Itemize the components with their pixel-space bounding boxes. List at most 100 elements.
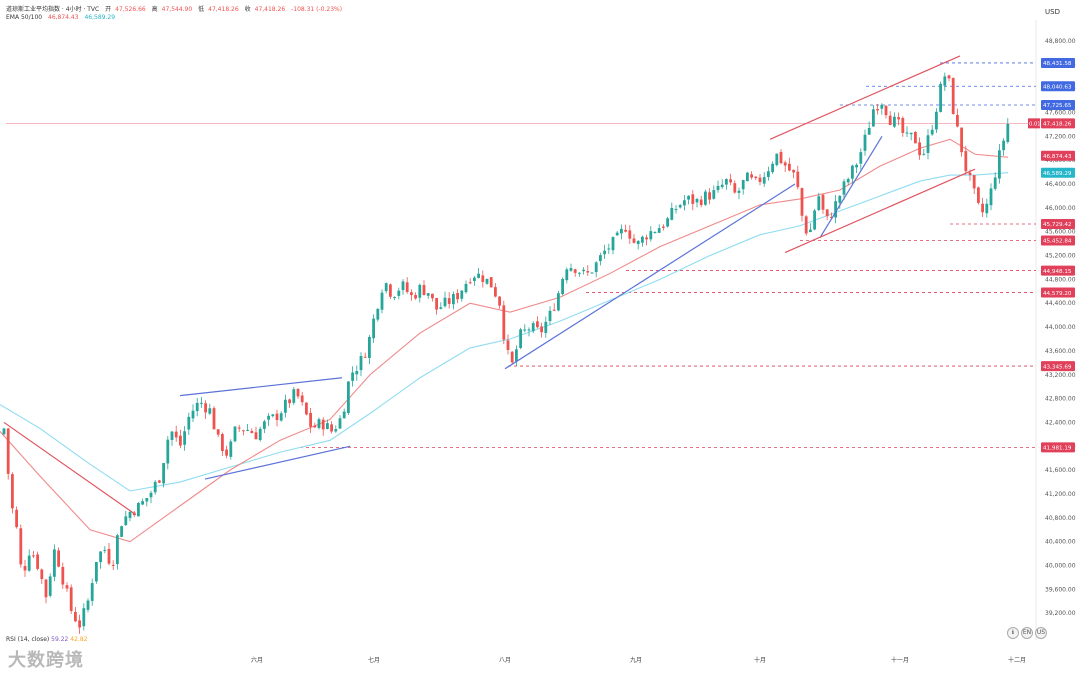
candle-body bbox=[485, 278, 489, 284]
candle-body bbox=[170, 431, 174, 440]
candle-body bbox=[620, 228, 623, 234]
candle-body bbox=[914, 131, 917, 144]
ema-legend[interactable]: EMA 50/100 46,874.43 46,589.29 bbox=[6, 14, 119, 21]
countdown-tag: 0.01 bbox=[1029, 122, 1041, 128]
candle-body bbox=[158, 480, 161, 483]
candle-body bbox=[716, 185, 720, 191]
candle-body bbox=[943, 76, 947, 86]
uk-flag-icon[interactable]: EN bbox=[1021, 627, 1033, 639]
y-tick-label: 39,200.00 bbox=[1045, 610, 1076, 617]
y-tick-label: 47,600.00 bbox=[1045, 110, 1076, 117]
candle-body bbox=[880, 104, 884, 109]
candle-body bbox=[540, 326, 543, 333]
candle-body bbox=[993, 177, 997, 189]
candle-body bbox=[783, 162, 787, 166]
candle-body bbox=[981, 203, 984, 213]
level-price-tag: 48,431.58 bbox=[1043, 61, 1072, 67]
candle-body bbox=[594, 262, 598, 273]
open-label: 开 bbox=[105, 6, 112, 13]
y-tick-label: 43,200.00 bbox=[1045, 372, 1076, 379]
rsi-legend[interactable]: RSI (14, close) 59.22 42.82 bbox=[6, 636, 87, 643]
level-price-tag-bg bbox=[1041, 81, 1075, 92]
candle-body bbox=[691, 194, 695, 204]
level-price-tag-bg bbox=[1041, 57, 1075, 68]
candle-body bbox=[977, 187, 980, 203]
candle-body bbox=[893, 116, 896, 127]
candle-body bbox=[687, 195, 690, 200]
trendline bbox=[3, 421, 137, 516]
candle-body bbox=[536, 321, 539, 328]
candle-body bbox=[935, 111, 938, 130]
candle-body bbox=[149, 492, 153, 498]
candle-body bbox=[666, 218, 669, 227]
low-label: 低 bbox=[198, 6, 205, 13]
candle-body bbox=[368, 336, 371, 358]
candle-body bbox=[242, 430, 245, 432]
level-price-tag-bg bbox=[1041, 442, 1075, 453]
candle-body bbox=[909, 132, 913, 135]
ema-price-tag-bg bbox=[1041, 150, 1075, 161]
level-price-tag-bg bbox=[1041, 100, 1075, 111]
countdown-tag-bg bbox=[1028, 118, 1040, 129]
low-value: 47,418.26 bbox=[208, 6, 239, 13]
trendline bbox=[179, 377, 343, 397]
candle-body bbox=[208, 408, 212, 414]
candle-body bbox=[439, 307, 443, 309]
ema100-value: 46,589.29 bbox=[84, 14, 116, 21]
candle-body bbox=[166, 439, 170, 464]
candle-body bbox=[657, 228, 661, 233]
y-tick-label: 42,800.00 bbox=[1045, 396, 1076, 403]
candle-body bbox=[481, 275, 485, 282]
candle-body bbox=[380, 292, 384, 310]
candle-body bbox=[729, 179, 732, 183]
candle-body bbox=[288, 399, 291, 404]
y-tick-label: 45,200.00 bbox=[1045, 253, 1076, 260]
candle-body bbox=[531, 323, 535, 332]
candle-body bbox=[317, 419, 321, 428]
candle-body bbox=[653, 232, 657, 234]
candle-body bbox=[40, 569, 44, 580]
candle-body bbox=[359, 356, 363, 371]
candle-body bbox=[1002, 140, 1005, 151]
candle-body bbox=[183, 431, 186, 445]
candle-body bbox=[237, 427, 241, 429]
candle-body bbox=[863, 134, 867, 151]
ema-label: EMA 50/100 bbox=[6, 14, 43, 21]
candle-body bbox=[426, 293, 430, 296]
candle-body bbox=[389, 284, 392, 297]
candle-body bbox=[607, 248, 611, 250]
candle-body bbox=[859, 152, 863, 164]
candle-body bbox=[762, 177, 766, 184]
candle-body bbox=[414, 295, 417, 299]
candle-body bbox=[599, 255, 602, 262]
candle-body bbox=[746, 172, 749, 182]
candle-body bbox=[19, 528, 23, 565]
candle-body bbox=[321, 419, 325, 430]
candle-body bbox=[342, 411, 346, 419]
level-price-tag-bg bbox=[1041, 265, 1075, 276]
candle-body bbox=[279, 413, 283, 421]
candle-body bbox=[258, 428, 262, 441]
y-tick-label: 44,000.00 bbox=[1045, 324, 1076, 331]
candle-body bbox=[351, 372, 354, 381]
change-value: -108.31 (-0.23%) bbox=[291, 6, 343, 13]
candle-body bbox=[216, 429, 220, 435]
info-icon[interactable]: ℹ bbox=[1007, 627, 1019, 639]
candle-body bbox=[460, 290, 464, 299]
candle-body bbox=[397, 290, 401, 296]
candle-body bbox=[552, 309, 556, 311]
candle-body bbox=[90, 583, 94, 601]
trendline bbox=[769, 55, 961, 140]
candle-body bbox=[53, 549, 56, 577]
candle-body bbox=[174, 431, 178, 438]
candle-body bbox=[704, 191, 707, 205]
us-flag-icon[interactable]: US bbox=[1035, 627, 1047, 639]
candle-body bbox=[872, 109, 875, 127]
candle-body bbox=[741, 180, 745, 190]
candle-body bbox=[838, 195, 842, 203]
y-tick-label: 42,400.00 bbox=[1045, 419, 1076, 426]
candle-body bbox=[515, 349, 518, 362]
ema50-value: 46,874.43 bbox=[48, 14, 79, 21]
candle-body bbox=[82, 608, 86, 627]
